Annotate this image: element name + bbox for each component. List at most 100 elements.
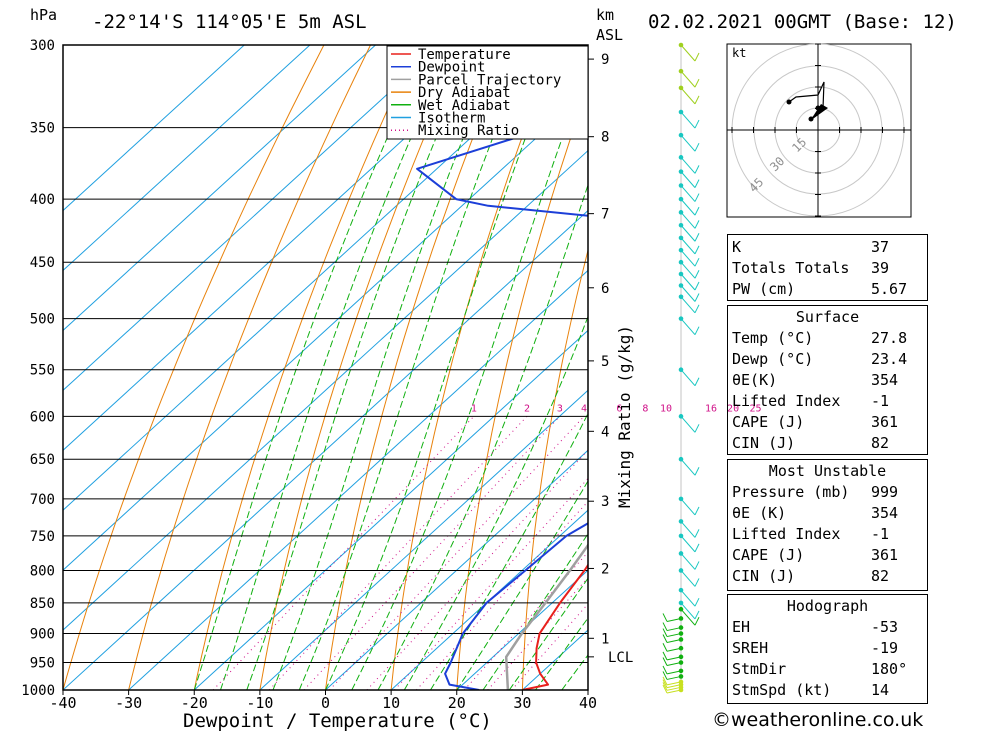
wind-barb bbox=[666, 617, 682, 622]
mixing-ratio-label: 25 bbox=[750, 403, 762, 414]
pressure-tick-label: 450 bbox=[30, 255, 55, 271]
legend-entry: Dewpoint bbox=[418, 60, 485, 76]
wind-barb-flag bbox=[694, 245, 700, 255]
index-value: -1 bbox=[871, 524, 890, 543]
wind-barb bbox=[666, 633, 682, 638]
km-tick-label: 4 bbox=[601, 424, 609, 440]
surface-table: Surface Temp (°C) 27.8 Dewp (°C) 23.4 θE(K) 3… bbox=[728, 306, 927, 453]
wind-barb-flag bbox=[662, 643, 668, 652]
km-tick-label: 3 bbox=[601, 494, 609, 510]
wind-barb-flag bbox=[694, 304, 700, 314]
wind-barb bbox=[666, 681, 682, 686]
wind-barb bbox=[680, 198, 696, 216]
index-row: CAPE (J) 361 bbox=[728, 411, 927, 432]
wind-barb bbox=[666, 647, 682, 652]
index-row: SREH -19 bbox=[728, 637, 927, 658]
datetime-title: 02.02.2021 00GMT (Base: 12) bbox=[648, 11, 957, 33]
pressure-tick-label: 700 bbox=[30, 492, 55, 508]
skewt-plot: 1 2 3 4 6 8 10 16 20 2530035040045050055060065070… bbox=[21, 38, 762, 712]
index-value: 27.8 bbox=[871, 328, 908, 347]
isotherm-line bbox=[63, 149, 588, 631]
wind-barb bbox=[666, 686, 682, 691]
isotherm-line bbox=[63, 45, 508, 451]
wind-barb bbox=[666, 675, 682, 680]
index-label: PW (cm) bbox=[732, 279, 796, 298]
surface-box: Surface Temp (°C) 27.8 Dewp (°C) 23.4 θE(K) 3… bbox=[727, 305, 928, 455]
dry-adiabat-line bbox=[456, 85, 588, 690]
wind-barb-flag bbox=[694, 206, 700, 216]
legend-box bbox=[386, 45, 589, 140]
legend-entry: Dry Adiabat bbox=[418, 85, 511, 101]
wind-barb-flag bbox=[662, 665, 668, 675]
wind-barb-flag bbox=[694, 95, 700, 105]
wind-barb-flag bbox=[694, 78, 700, 88]
wind-barb-flag bbox=[662, 657, 668, 666]
dry-adiabat-line bbox=[193, 45, 418, 690]
wind-barb-flag bbox=[694, 506, 700, 516]
pressure-tick-label: 300 bbox=[30, 38, 55, 54]
km-unit-label: km bbox=[596, 6, 614, 24]
wind-barb bbox=[680, 87, 696, 105]
most-unstable-table: Most Unstable Pressure (mb) 999 θE (K) 354 L… bbox=[728, 460, 927, 586]
wind-barb bbox=[680, 171, 696, 188]
index-row: PW (cm) 5.67 bbox=[728, 278, 927, 299]
hodograph-params-table: Hodograph EH -53 SREH -19 StmDir 180° StmSpd (… bbox=[728, 595, 927, 700]
km-tick-label: 6 bbox=[601, 281, 609, 297]
index-value: -19 bbox=[871, 638, 899, 657]
wet-adiabat-line bbox=[430, 412, 588, 690]
wind-barb-flag bbox=[694, 597, 700, 607]
temp-tick-label: -40 bbox=[49, 694, 76, 712]
wind-barb-flag bbox=[694, 269, 700, 279]
wind-barb-flag bbox=[694, 193, 700, 202]
wind-barb-flag bbox=[662, 679, 668, 688]
km-tick-label: 1 bbox=[601, 631, 609, 647]
wet-adiabat-line bbox=[246, 45, 477, 690]
isotherm-line bbox=[128, 269, 588, 690]
index-value: 354 bbox=[871, 503, 899, 522]
isotherm-line bbox=[63, 209, 588, 690]
temp-tick-label: -20 bbox=[181, 694, 208, 712]
index-row: θE(K) 354 bbox=[728, 369, 927, 390]
index-row: StmSpd (kt) 14 bbox=[728, 679, 927, 700]
pressure-tick-label: 550 bbox=[30, 363, 55, 379]
wind-barb bbox=[680, 285, 696, 302]
index-row: θE (K) 354 bbox=[728, 502, 927, 523]
isotherm-line bbox=[390, 509, 588, 690]
legend-entry: Parcel Trajectory bbox=[418, 72, 561, 88]
most-unstable-title: Most Unstable bbox=[768, 461, 887, 480]
wind-barb bbox=[680, 553, 696, 570]
km-tick-label: 9 bbox=[601, 52, 609, 68]
index-label: Totals Totals bbox=[732, 258, 850, 277]
temp-tick-label: -30 bbox=[115, 694, 142, 712]
index-value: 14 bbox=[871, 680, 890, 699]
mixing-ratio-label: 4 bbox=[581, 403, 587, 414]
wet-adiabat-line bbox=[220, 45, 453, 690]
isotherm-line bbox=[259, 389, 588, 690]
wind-barb bbox=[680, 589, 696, 607]
temp-tick-label: 10 bbox=[382, 694, 400, 712]
mixing-ratio-line bbox=[268, 415, 528, 690]
index-value: 180° bbox=[871, 659, 908, 678]
wind-barbs bbox=[662, 42, 700, 694]
mixing-ratio-line bbox=[329, 415, 585, 690]
pressure-tick-label: 400 bbox=[30, 192, 55, 208]
pressure-tick-label: 650 bbox=[30, 452, 55, 468]
index-row: K 37 bbox=[728, 236, 927, 257]
pressure-tick-label: 1000 bbox=[21, 683, 55, 699]
surface-title: Surface bbox=[795, 307, 860, 326]
index-label: StmDir bbox=[732, 659, 787, 678]
hodograph-params-title: Hodograph bbox=[786, 596, 869, 615]
km-tick-label: 2 bbox=[601, 561, 609, 577]
temp-tick-label: 30 bbox=[513, 694, 531, 712]
wind-barb bbox=[680, 157, 696, 174]
wind-barb-flag bbox=[694, 257, 700, 267]
wind-barb-flag bbox=[694, 326, 700, 335]
wind-barb-flag bbox=[662, 676, 668, 686]
pressure-tick-label: 800 bbox=[30, 563, 55, 579]
hodograph-unit: kt bbox=[732, 46, 746, 60]
index-value: 354 bbox=[871, 370, 899, 389]
x-axis-label: Dewpoint / Temperature (°C) bbox=[183, 710, 492, 732]
wind-barb bbox=[680, 249, 696, 267]
pressure-tick-label: 350 bbox=[30, 121, 55, 137]
